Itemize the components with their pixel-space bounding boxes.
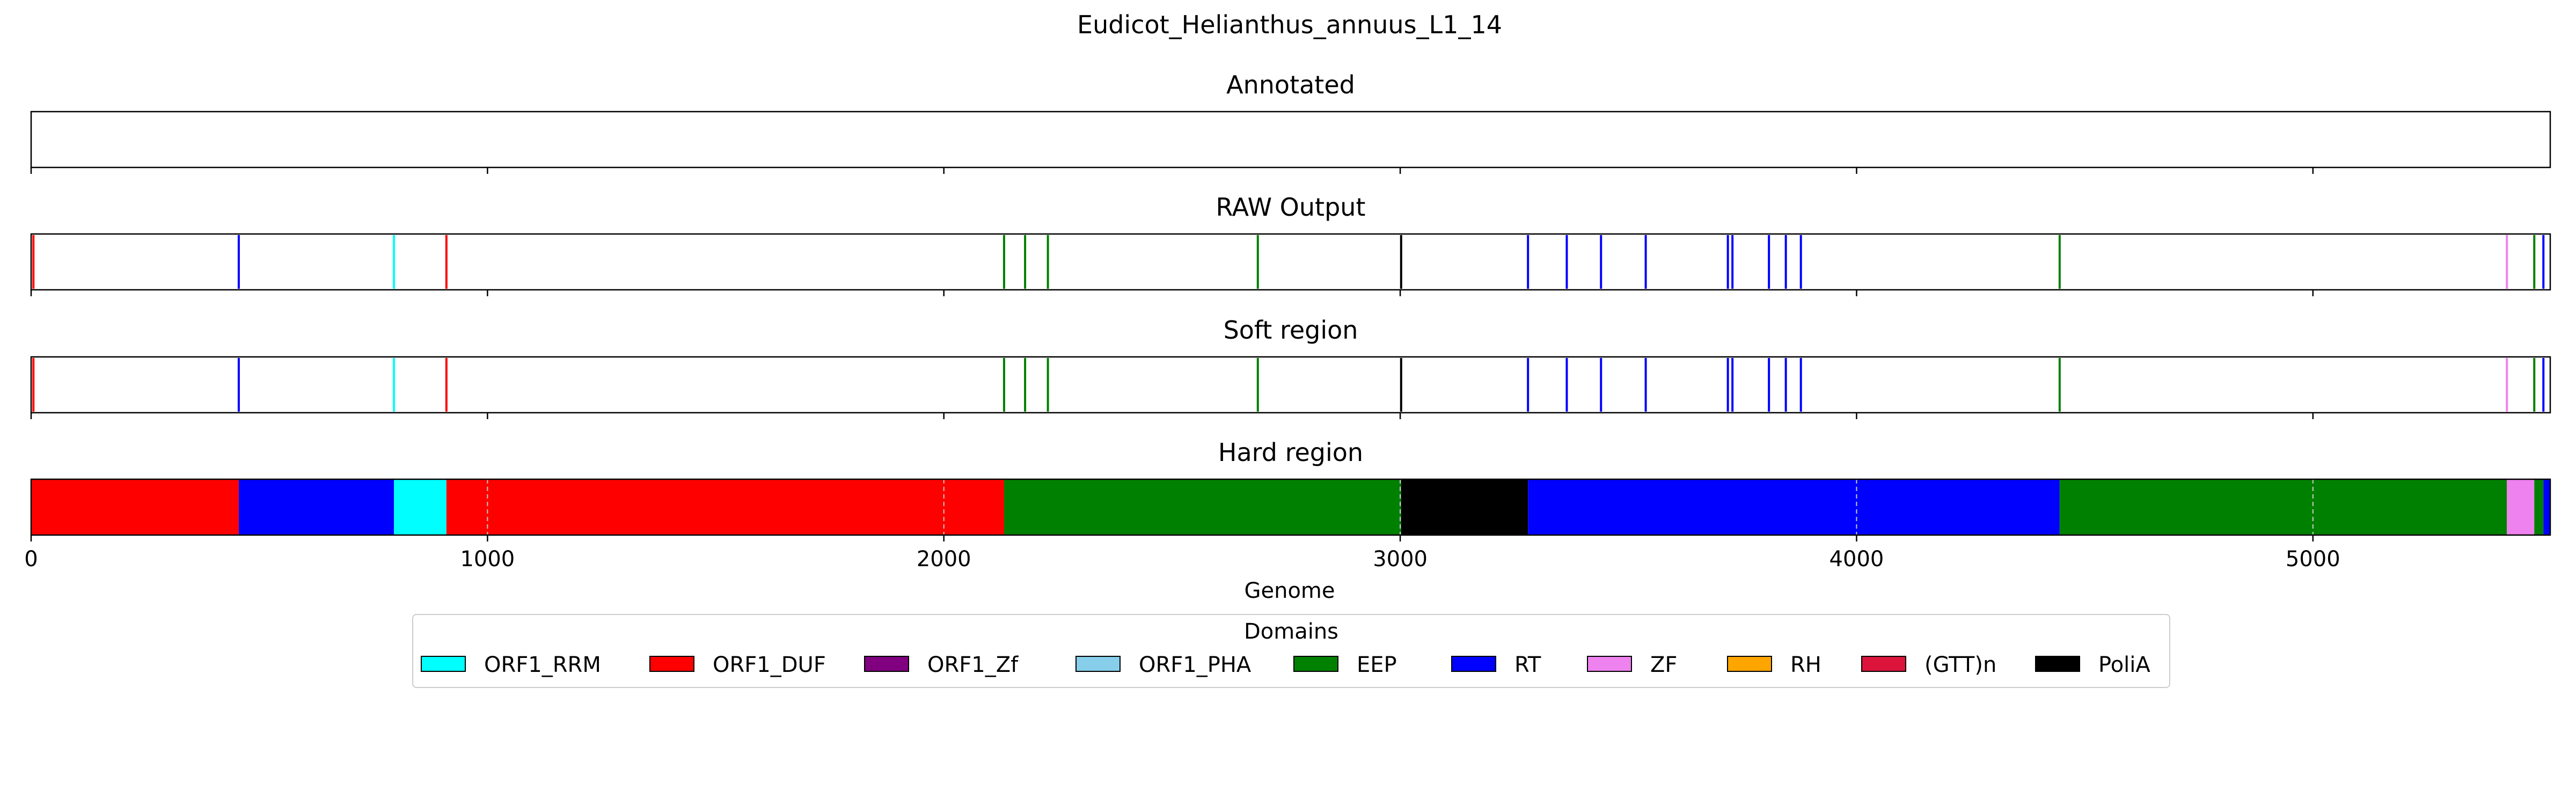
panel-2: Soft region [30, 316, 2551, 419]
panel-frame [30, 356, 2551, 414]
panel-0: Annotated [30, 70, 2551, 174]
panel-frame [30, 233, 2551, 291]
x-axis-label: Genome [1244, 579, 1335, 603]
x-tick-label: 0 [24, 547, 38, 572]
legend-label: ORF1_Zf [927, 653, 1019, 677]
x-axis: 0 1000 2000 3000 4000 5000 [24, 547, 2340, 572]
region-EEP [2534, 479, 2544, 535]
region-RT [1528, 479, 2060, 535]
legend-swatch [649, 656, 694, 672]
legend-swatch [1587, 656, 1632, 672]
track-panels: Annotated RAW Output Soft region Hard regio… [30, 70, 2551, 541]
legend-label: RH [1790, 653, 1821, 677]
legend-label: ORF1_DUF [713, 653, 826, 677]
legend-swatch [864, 656, 909, 672]
region-RT [2543, 479, 2550, 535]
legend-label: ZF [1650, 653, 1678, 677]
legend-swatch [1451, 656, 1496, 672]
legend-label: EEP [1357, 653, 1397, 677]
x-tick-label: 3000 [1373, 547, 1428, 572]
chart-title: Eudicot_Helianthus_annuus_L1_14 [1077, 10, 1502, 39]
legend-swatch [1075, 656, 1121, 672]
legend-label: PoliA [2098, 653, 2150, 677]
legend-swatch [2035, 656, 2080, 672]
panel-title: RAW Output [1216, 193, 1366, 222]
legend-swatch [1727, 656, 1772, 672]
legend: Domains ORF1_RRM ORF1_DUF ORF1_Zf ORF1_PHA E… [412, 614, 2170, 688]
panel-title: Annotated [1226, 70, 1355, 99]
region-ORF1_DUF [446, 479, 1004, 535]
legend-swatch [1861, 656, 1906, 672]
panel-1: RAW Output [30, 193, 2551, 296]
panel-title: Soft region [1224, 316, 1358, 345]
region-ORF1_DUF [31, 479, 239, 535]
region-EEP [1004, 479, 1401, 535]
x-tick-label: 5000 [2286, 547, 2340, 572]
legend-swatch [421, 656, 466, 672]
legend-label: ORF1_RRM [484, 653, 601, 677]
region-RT [238, 479, 394, 535]
legend-label: (GTT)n [1924, 653, 1997, 677]
x-tick-label: 4000 [1829, 547, 1884, 572]
x-tick-label: 1000 [460, 547, 515, 572]
legend-swatch [1293, 656, 1338, 672]
panel-frame [30, 111, 2551, 169]
region-ORF1_RRM [394, 479, 447, 535]
legend-label: ORF1_PHA [1139, 653, 1252, 677]
x-tick-label: 2000 [917, 547, 971, 572]
legend-title: Domains [1243, 619, 1339, 644]
region-EEP [2059, 479, 2507, 535]
region-PoliA [1401, 479, 1528, 535]
region-ZF [2507, 479, 2535, 535]
panel-frame [30, 478, 2551, 536]
legend-label: RT [1514, 653, 1541, 677]
panel-3: Hard region [30, 438, 2551, 541]
panel-title: Hard region [1218, 438, 1363, 467]
